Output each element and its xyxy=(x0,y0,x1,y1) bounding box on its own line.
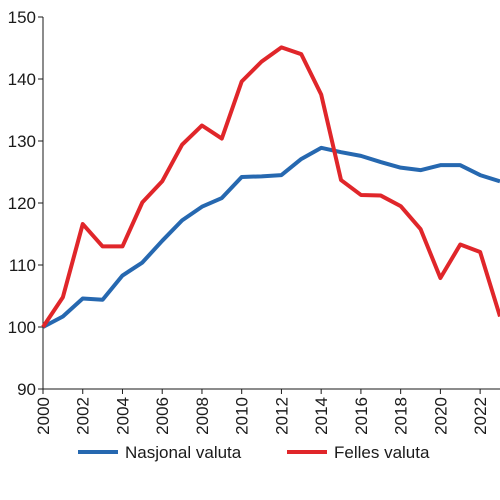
x-tick-label: 2020 xyxy=(431,397,450,435)
y-tick-label: 110 xyxy=(9,256,36,275)
series-line-nasjonal-valuta xyxy=(42,145,500,329)
x-tick-label: 2008 xyxy=(193,397,212,435)
x-tick-label: 2010 xyxy=(233,397,252,435)
x-tick-label: 2016 xyxy=(352,397,371,435)
y-tick-label: 150 xyxy=(8,8,36,27)
series-line-felles-valuta xyxy=(41,45,500,329)
legend-label: Felles valuta xyxy=(334,443,430,462)
y-tick-label: 140 xyxy=(8,70,36,89)
y-tick-label: 100 xyxy=(8,318,36,337)
legend-label: Nasjonal valuta xyxy=(125,443,242,462)
x-tick-label: 2002 xyxy=(74,397,93,435)
y-tick-label: 90 xyxy=(17,380,36,399)
x-tick-label: 2000 xyxy=(34,397,53,435)
x-tick-label: 2012 xyxy=(272,397,291,435)
y-tick-label: 130 xyxy=(8,132,36,151)
axes: 90 100 110 120 130 140 150 2000 2002 2004 2006 2008… xyxy=(8,8,500,435)
x-tick-label: 2006 xyxy=(153,397,172,435)
y-tick-label: 120 xyxy=(8,194,36,213)
x-tick-label: 2022 xyxy=(471,397,490,435)
x-tick-label: 2004 xyxy=(113,397,132,435)
legend: Nasjonal valuta Felles valuta xyxy=(78,443,430,462)
x-tick-label: 2018 xyxy=(392,397,411,435)
series-lines xyxy=(41,45,500,329)
x-tick-label: 2014 xyxy=(312,397,331,435)
